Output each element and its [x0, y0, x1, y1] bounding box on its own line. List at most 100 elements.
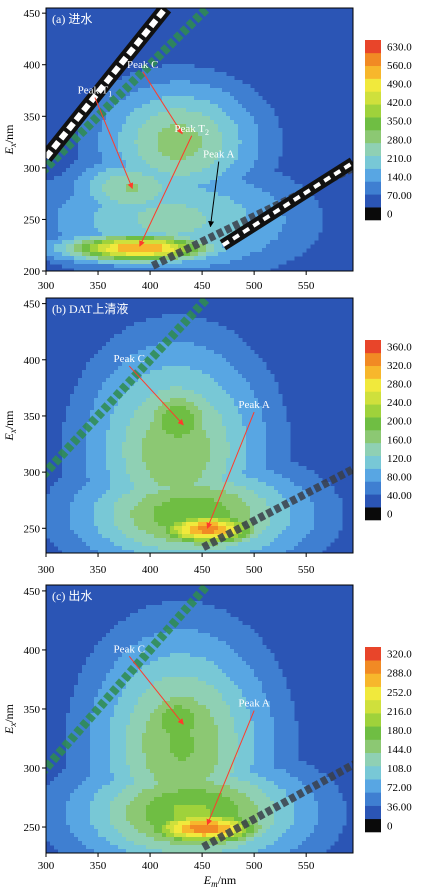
heatmap-cell [262, 172, 267, 177]
heatmap-cell [78, 418, 83, 423]
heatmap-cell [178, 232, 183, 237]
heatmap-cell [238, 188, 243, 193]
colorbar-label: 140.0 [387, 171, 412, 183]
heatmap-cell [234, 334, 239, 339]
heatmap-cell [282, 176, 287, 181]
heatmap-cell [70, 204, 75, 209]
heatmap-cell [142, 252, 147, 257]
heatmap-cell [278, 260, 283, 265]
heatmap-cell [114, 84, 119, 89]
heatmap-cell [138, 124, 143, 129]
heatmap-cell [242, 264, 247, 269]
heatmap-cell [134, 350, 139, 355]
heatmap-cell [254, 370, 259, 375]
heatmap-cell [190, 220, 195, 225]
heatmap-cell [206, 454, 211, 459]
heatmap-cell [126, 236, 131, 241]
heatmap-cell [78, 446, 83, 451]
heatmap-cell [90, 422, 95, 427]
heatmap-cell [246, 208, 251, 213]
heatmap-cell [182, 140, 187, 145]
heatmap-cell [266, 264, 271, 269]
heatmap-cell [210, 410, 215, 415]
heatmap-cell [130, 394, 135, 399]
heatmap-cell [278, 244, 283, 249]
heatmap-cell [302, 216, 307, 221]
heatmap-cell [122, 414, 127, 419]
heatmap-cell [198, 228, 203, 233]
heatmap-cell [266, 422, 271, 427]
heatmap-cell [78, 184, 83, 189]
heatmap-cell [138, 482, 143, 487]
heatmap-cell [166, 422, 171, 427]
heatmap-cell [146, 196, 151, 201]
heatmap-cell [78, 204, 83, 209]
heatmap-cell [78, 394, 83, 399]
heatmap-cell [58, 248, 63, 253]
heatmap-cell [182, 378, 187, 383]
heatmap-cell [254, 386, 259, 391]
heatmap-cell [242, 410, 247, 415]
heatmap-cell [234, 164, 239, 169]
heatmap-cell [130, 482, 135, 487]
heatmap-cell [186, 402, 191, 407]
heatmap-cell [186, 100, 191, 105]
heatmap-cell [66, 430, 71, 435]
heatmap-cell [130, 446, 135, 451]
heatmap-cell [214, 88, 219, 93]
heatmap-cell [118, 140, 123, 145]
heatmap-cell [282, 184, 287, 189]
heatmap-cell [58, 260, 63, 265]
heatmap-cell [110, 378, 115, 383]
heatmap-cell [134, 442, 139, 447]
heatmap-cell [78, 164, 83, 169]
heatmap-cell [198, 92, 203, 97]
heatmap-cell [94, 434, 99, 439]
heatmap-cell [114, 172, 119, 177]
heatmap-cell [270, 486, 275, 491]
heatmap-cell [166, 466, 171, 471]
heatmap-cell [142, 410, 147, 415]
heatmap-cell [206, 68, 211, 73]
heatmap-cell [82, 196, 87, 201]
heatmap-cell [110, 224, 115, 229]
heatmap-cell [234, 112, 239, 117]
heatmap-cell [218, 338, 223, 343]
heatmap-cell [282, 482, 287, 487]
heatmap-cell [78, 486, 83, 491]
heatmap-cell [158, 80, 163, 85]
heatmap-cell [74, 406, 79, 411]
heatmap-cell [214, 148, 219, 153]
heatmap-cell [98, 486, 103, 491]
heatmap-cell [286, 466, 291, 471]
heatmap-cell [230, 406, 235, 411]
heatmap-cell [202, 148, 207, 153]
heatmap-cell [118, 152, 123, 157]
heatmap-cell [146, 244, 151, 249]
heatmap-cell [138, 322, 143, 327]
heatmap-cell [114, 200, 119, 205]
heatmap-cell [218, 172, 223, 177]
heatmap-cell [206, 442, 211, 447]
heatmap-cell [138, 434, 143, 439]
heatmap-cell [154, 330, 159, 335]
heatmap-cell [158, 252, 163, 257]
heatmap-cell [74, 184, 79, 189]
heatmap-cell [66, 208, 71, 213]
heatmap-cell [234, 374, 239, 379]
heatmap-cell [82, 374, 87, 379]
heatmap-cell [66, 410, 71, 415]
heatmap-cell [226, 200, 231, 205]
heatmap-cell [158, 350, 163, 355]
heatmap-cell [262, 482, 267, 487]
heatmap-cell [94, 430, 99, 435]
heatmap-cell [94, 112, 99, 117]
heatmap-cell [158, 370, 163, 375]
heatmap-cell [138, 96, 143, 101]
heatmap-cell [202, 244, 207, 249]
heatmap-cell [134, 216, 139, 221]
heatmap-cell [234, 140, 239, 145]
heatmap-cell [118, 200, 123, 205]
y-tick-label: 300 [24, 163, 41, 175]
heatmap-cell [186, 438, 191, 443]
